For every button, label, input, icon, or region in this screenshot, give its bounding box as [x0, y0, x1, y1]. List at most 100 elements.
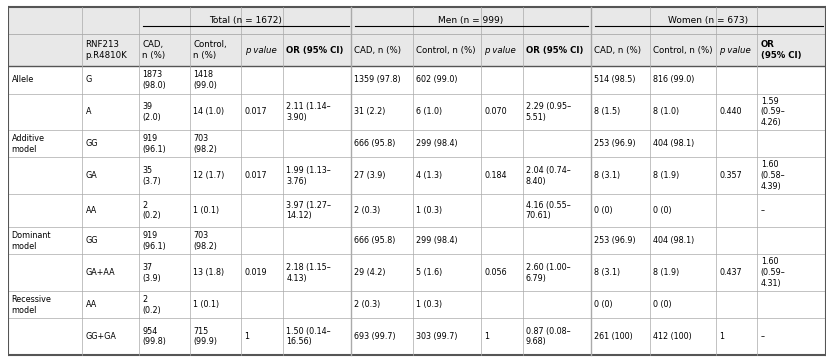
Text: OR (95% CI): OR (95% CI) — [526, 46, 583, 55]
Text: 35
(3.7): 35 (3.7) — [143, 166, 161, 186]
Text: –: – — [761, 332, 765, 341]
Text: 0.019: 0.019 — [244, 268, 267, 277]
Text: 14 (1.0): 14 (1.0) — [193, 108, 224, 116]
Text: 954
(99.8): 954 (99.8) — [143, 327, 166, 346]
Bar — [8, 66, 826, 94]
Text: 8 (3.1): 8 (3.1) — [594, 171, 620, 180]
Text: 2
(0.2): 2 (0.2) — [143, 201, 161, 220]
Text: 8 (1.5): 8 (1.5) — [594, 108, 620, 116]
Text: 37
(3.9): 37 (3.9) — [143, 263, 161, 283]
Text: 693 (99.7): 693 (99.7) — [354, 332, 396, 341]
Text: 0.070: 0.070 — [485, 108, 507, 116]
Text: Men (n = 999): Men (n = 999) — [439, 16, 504, 25]
Text: 8 (1.0): 8 (1.0) — [653, 108, 679, 116]
Text: 2
(0.2): 2 (0.2) — [143, 295, 161, 315]
Text: 666 (95.8): 666 (95.8) — [354, 236, 396, 245]
Text: 253 (96.9): 253 (96.9) — [594, 139, 636, 148]
Text: 1.60
(0.58–
4.39): 1.60 (0.58– 4.39) — [761, 160, 786, 191]
Text: 12 (1.7): 12 (1.7) — [193, 171, 225, 180]
Text: 261 (100): 261 (100) — [594, 332, 633, 341]
Text: 1 (0.1): 1 (0.1) — [193, 300, 219, 309]
Text: 2.11 (1.14–
3.90): 2.11 (1.14– 3.90) — [286, 102, 331, 122]
Text: AA: AA — [85, 206, 97, 215]
Text: 1: 1 — [485, 332, 490, 341]
Text: 299 (98.4): 299 (98.4) — [416, 139, 458, 148]
Text: 27 (3.9): 27 (3.9) — [354, 171, 386, 180]
Text: GG+GA: GG+GA — [85, 332, 117, 341]
Text: AA: AA — [85, 300, 97, 309]
Text: 0.437: 0.437 — [719, 268, 741, 277]
Text: 0.440: 0.440 — [719, 108, 741, 116]
Text: 1 (0.3): 1 (0.3) — [416, 206, 442, 215]
Text: Control,
n (%): Control, n (%) — [193, 40, 227, 60]
Text: 2 (0.3): 2 (0.3) — [354, 300, 380, 309]
Text: 1.50 (0.14–
16.56): 1.50 (0.14– 16.56) — [286, 327, 331, 346]
Bar — [8, 194, 826, 227]
Text: 816 (99.0): 816 (99.0) — [653, 75, 694, 84]
Text: A: A — [85, 108, 91, 116]
Text: 8 (1.9): 8 (1.9) — [653, 171, 679, 180]
Text: OR
(95% CI): OR (95% CI) — [761, 40, 801, 60]
Bar — [8, 94, 826, 130]
Text: CAD,
n (%): CAD, n (%) — [143, 40, 165, 60]
Text: 1873
(98.0): 1873 (98.0) — [143, 70, 166, 90]
Text: Total (n = 1672): Total (n = 1672) — [208, 16, 282, 25]
Text: 0.017: 0.017 — [244, 108, 267, 116]
Text: 703
(98.2): 703 (98.2) — [193, 231, 218, 251]
Text: GA: GA — [85, 171, 98, 180]
Text: 1418
(99.0): 1418 (99.0) — [193, 70, 218, 90]
Bar — [8, 227, 826, 254]
Text: GG: GG — [85, 139, 98, 148]
Text: CAD, n (%): CAD, n (%) — [594, 46, 641, 55]
Text: GA+AA: GA+AA — [85, 268, 115, 277]
Text: 2 (0.3): 2 (0.3) — [354, 206, 380, 215]
Text: 4.16 (0.55–
70.61): 4.16 (0.55– 70.61) — [526, 201, 570, 220]
Bar — [8, 7, 826, 34]
Text: 0.056: 0.056 — [485, 268, 507, 277]
Text: 1.99 (1.13–
3.76): 1.99 (1.13– 3.76) — [286, 166, 331, 186]
Text: Dominant
model: Dominant model — [12, 231, 51, 251]
Bar — [8, 157, 826, 194]
Text: RNF213
p.R4810K: RNF213 p.R4810K — [85, 40, 128, 60]
Bar — [8, 291, 826, 318]
Text: Additive
model: Additive model — [12, 134, 44, 153]
Bar — [8, 318, 826, 355]
Text: 404 (98.1): 404 (98.1) — [653, 139, 694, 148]
Text: 919
(96.1): 919 (96.1) — [143, 134, 166, 153]
Text: 1: 1 — [244, 332, 249, 341]
Text: 31 (2.2): 31 (2.2) — [354, 108, 386, 116]
Text: 253 (96.9): 253 (96.9) — [594, 236, 636, 245]
Text: 0.87 (0.08–
9.68): 0.87 (0.08– 9.68) — [526, 327, 570, 346]
Text: 514 (98.5): 514 (98.5) — [594, 75, 636, 84]
Text: 2.60 (1.00–
6.79): 2.60 (1.00– 6.79) — [526, 263, 570, 283]
Text: 5 (1.6): 5 (1.6) — [416, 268, 442, 277]
Text: 1359 (97.8): 1359 (97.8) — [354, 75, 401, 84]
Text: 703
(98.2): 703 (98.2) — [193, 134, 218, 153]
Text: p value: p value — [244, 46, 276, 55]
Text: 0 (0): 0 (0) — [653, 300, 671, 309]
Text: 1 (0.3): 1 (0.3) — [416, 300, 442, 309]
Text: 0.357: 0.357 — [719, 171, 741, 180]
Text: Recessive
model: Recessive model — [12, 295, 52, 315]
Text: 404 (98.1): 404 (98.1) — [653, 236, 694, 245]
Text: 0 (0): 0 (0) — [594, 206, 613, 215]
Text: 4 (1.3): 4 (1.3) — [416, 171, 442, 180]
Text: 2.29 (0.95–
5.51): 2.29 (0.95– 5.51) — [526, 102, 571, 122]
Text: 412 (100): 412 (100) — [653, 332, 691, 341]
Text: 303 (99.7): 303 (99.7) — [416, 332, 458, 341]
Text: 6 (1.0): 6 (1.0) — [416, 108, 442, 116]
Text: 0 (0): 0 (0) — [653, 206, 671, 215]
Text: 3.97 (1.27–
14.12): 3.97 (1.27– 14.12) — [286, 201, 331, 220]
Text: 1.59
(0.59–
4.26): 1.59 (0.59– 4.26) — [761, 97, 786, 127]
Text: 1.60
(0.59–
4.31): 1.60 (0.59– 4.31) — [761, 257, 786, 288]
Text: OR (95% CI): OR (95% CI) — [286, 46, 344, 55]
Text: G: G — [85, 75, 92, 84]
Text: 602 (99.0): 602 (99.0) — [416, 75, 458, 84]
Text: 2.18 (1.15–
4.13): 2.18 (1.15– 4.13) — [286, 263, 331, 283]
Text: 29 (4.2): 29 (4.2) — [354, 268, 386, 277]
Text: 715
(99.9): 715 (99.9) — [193, 327, 218, 346]
Text: p value: p value — [485, 46, 516, 55]
Text: Control, n (%): Control, n (%) — [416, 46, 475, 55]
Bar — [8, 254, 826, 291]
Text: Allele: Allele — [12, 75, 34, 84]
